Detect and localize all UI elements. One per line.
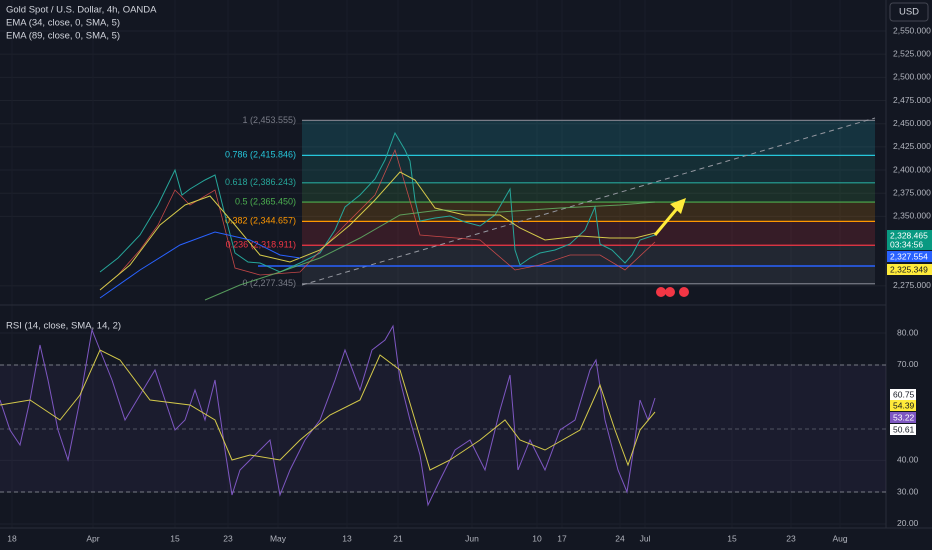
- fib-label: 0 (2,277.345): [242, 278, 296, 288]
- price-tick-label: 2,350.000: [893, 211, 931, 221]
- rsi-tick-label: 40.00: [897, 455, 919, 465]
- currency[interactable]: USD: [899, 7, 919, 18]
- symbol-title: Gold Spot / U.S. Dollar, 4h, OANDA: [6, 5, 157, 16]
- rsi-tick-label: 70.00: [897, 359, 919, 369]
- currency-button[interactable]: [889, 2, 929, 22]
- fib-label: 0.618 (2,386.243): [225, 177, 296, 187]
- price-tick-label: 2,475.000: [893, 95, 931, 105]
- grid: [0, 30, 886, 525]
- time-tick-label: Jun: [465, 533, 479, 543]
- time-tick-label: 17: [557, 533, 567, 543]
- price-tick-label: 2,375.000: [893, 187, 931, 197]
- fib-zone: [302, 221, 875, 246]
- rsi-tag: [890, 400, 916, 411]
- time-tick-label: Apr: [86, 533, 99, 543]
- price-tick-label: 2,275.000: [893, 280, 931, 290]
- price-tag: [887, 251, 932, 262]
- indicator-label: EMA (34, close, 0, SMA, 5): [6, 18, 120, 29]
- price-tick-label: 2,425.000: [893, 141, 931, 151]
- labels: Gold Spot / U.S. Dollar, 4h, OANDA EMA (…: [6, 2, 929, 332]
- price-tick-label: 2,450.000: [893, 118, 931, 128]
- price-tag: [887, 264, 932, 275]
- rsi-tag: [890, 424, 916, 435]
- time-tick-label: 21: [393, 533, 403, 543]
- fib-zone: [302, 245, 875, 284]
- time-tick-label: Jul: [640, 533, 651, 543]
- price-tag-label: 2,328.465: [890, 230, 928, 240]
- rsi-tick-label: 20.00: [897, 518, 919, 528]
- price-tag-label: 2,325.349: [890, 264, 928, 274]
- event-icon: [679, 287, 689, 297]
- rsi-line: [0, 324, 656, 507]
- arrow: [653, 204, 682, 236]
- rsi-title: RSI (14, close, SMA, 14, 2): [6, 321, 121, 332]
- fib-label: 1 (2,453.555): [242, 115, 296, 125]
- ema-34: [99, 171, 656, 291]
- time-tick-label: 24: [615, 533, 625, 543]
- fib-zone: [302, 120, 875, 156]
- time-tick-label: May: [270, 533, 287, 543]
- time-tick-label: 23: [223, 533, 233, 543]
- fib-label: 0.5 (2,365.450): [235, 196, 296, 206]
- fib-zone: [302, 182, 875, 203]
- trend-line: [301, 117, 876, 286]
- rsi-tag: [890, 389, 916, 400]
- price-tick-label: 2,400.000: [893, 164, 931, 174]
- price-tick-label: 2,550.000: [893, 25, 931, 35]
- price-tick-label: 2,525.000: [893, 48, 931, 58]
- price-tag-label: 2,327.554: [890, 251, 928, 261]
- rsi-tag-label: 60.75: [893, 389, 915, 399]
- time-tick-label: 23: [786, 533, 796, 543]
- indicator-label: EMA (89, close, 0, SMA, 5): [6, 31, 120, 42]
- fib-label: 0.786 (2,415.846): [225, 150, 296, 160]
- fib-zone: [302, 202, 875, 222]
- price-tag: [887, 230, 932, 250]
- rsi-tag-label: 53.22: [893, 412, 915, 422]
- price-path: [99, 131, 656, 273]
- time-tick-label: 15: [727, 533, 737, 543]
- ema-89-green: [204, 201, 656, 301]
- arrow-head: [670, 198, 686, 214]
- rsi-tag-label: 54.39: [893, 400, 915, 410]
- time-tick-label: 15: [170, 533, 180, 543]
- fib-label: 0.382 (2,344.657): [225, 216, 296, 226]
- price-path-low: [99, 148, 656, 291]
- event-icon: [665, 287, 675, 297]
- time-tick-label: 13: [342, 533, 352, 543]
- rsi-tick-label: 30.00: [897, 486, 919, 496]
- fib-retracement: 1 (2,453.555) 0.786 (2,415.846) 0.618 (2,3…: [225, 115, 875, 288]
- rsi-tag-label: 50.61: [893, 424, 915, 434]
- fib-zone: [302, 155, 875, 183]
- time-tick-label: 10: [532, 533, 542, 543]
- rsi-ma: [0, 349, 656, 471]
- time-tick-label: Aug: [832, 533, 847, 543]
- time-tick-label: 18: [7, 533, 17, 543]
- ema-89: [99, 231, 301, 299]
- event-icon: [656, 287, 666, 297]
- countdown: 03:34:56: [890, 239, 923, 249]
- price-tick-label: 2,500.000: [893, 72, 931, 82]
- fib-label: 0.236 (2,318.911): [226, 240, 296, 250]
- rsi-tag: [890, 412, 916, 423]
- rsi-tick-label: 80.00: [897, 327, 919, 337]
